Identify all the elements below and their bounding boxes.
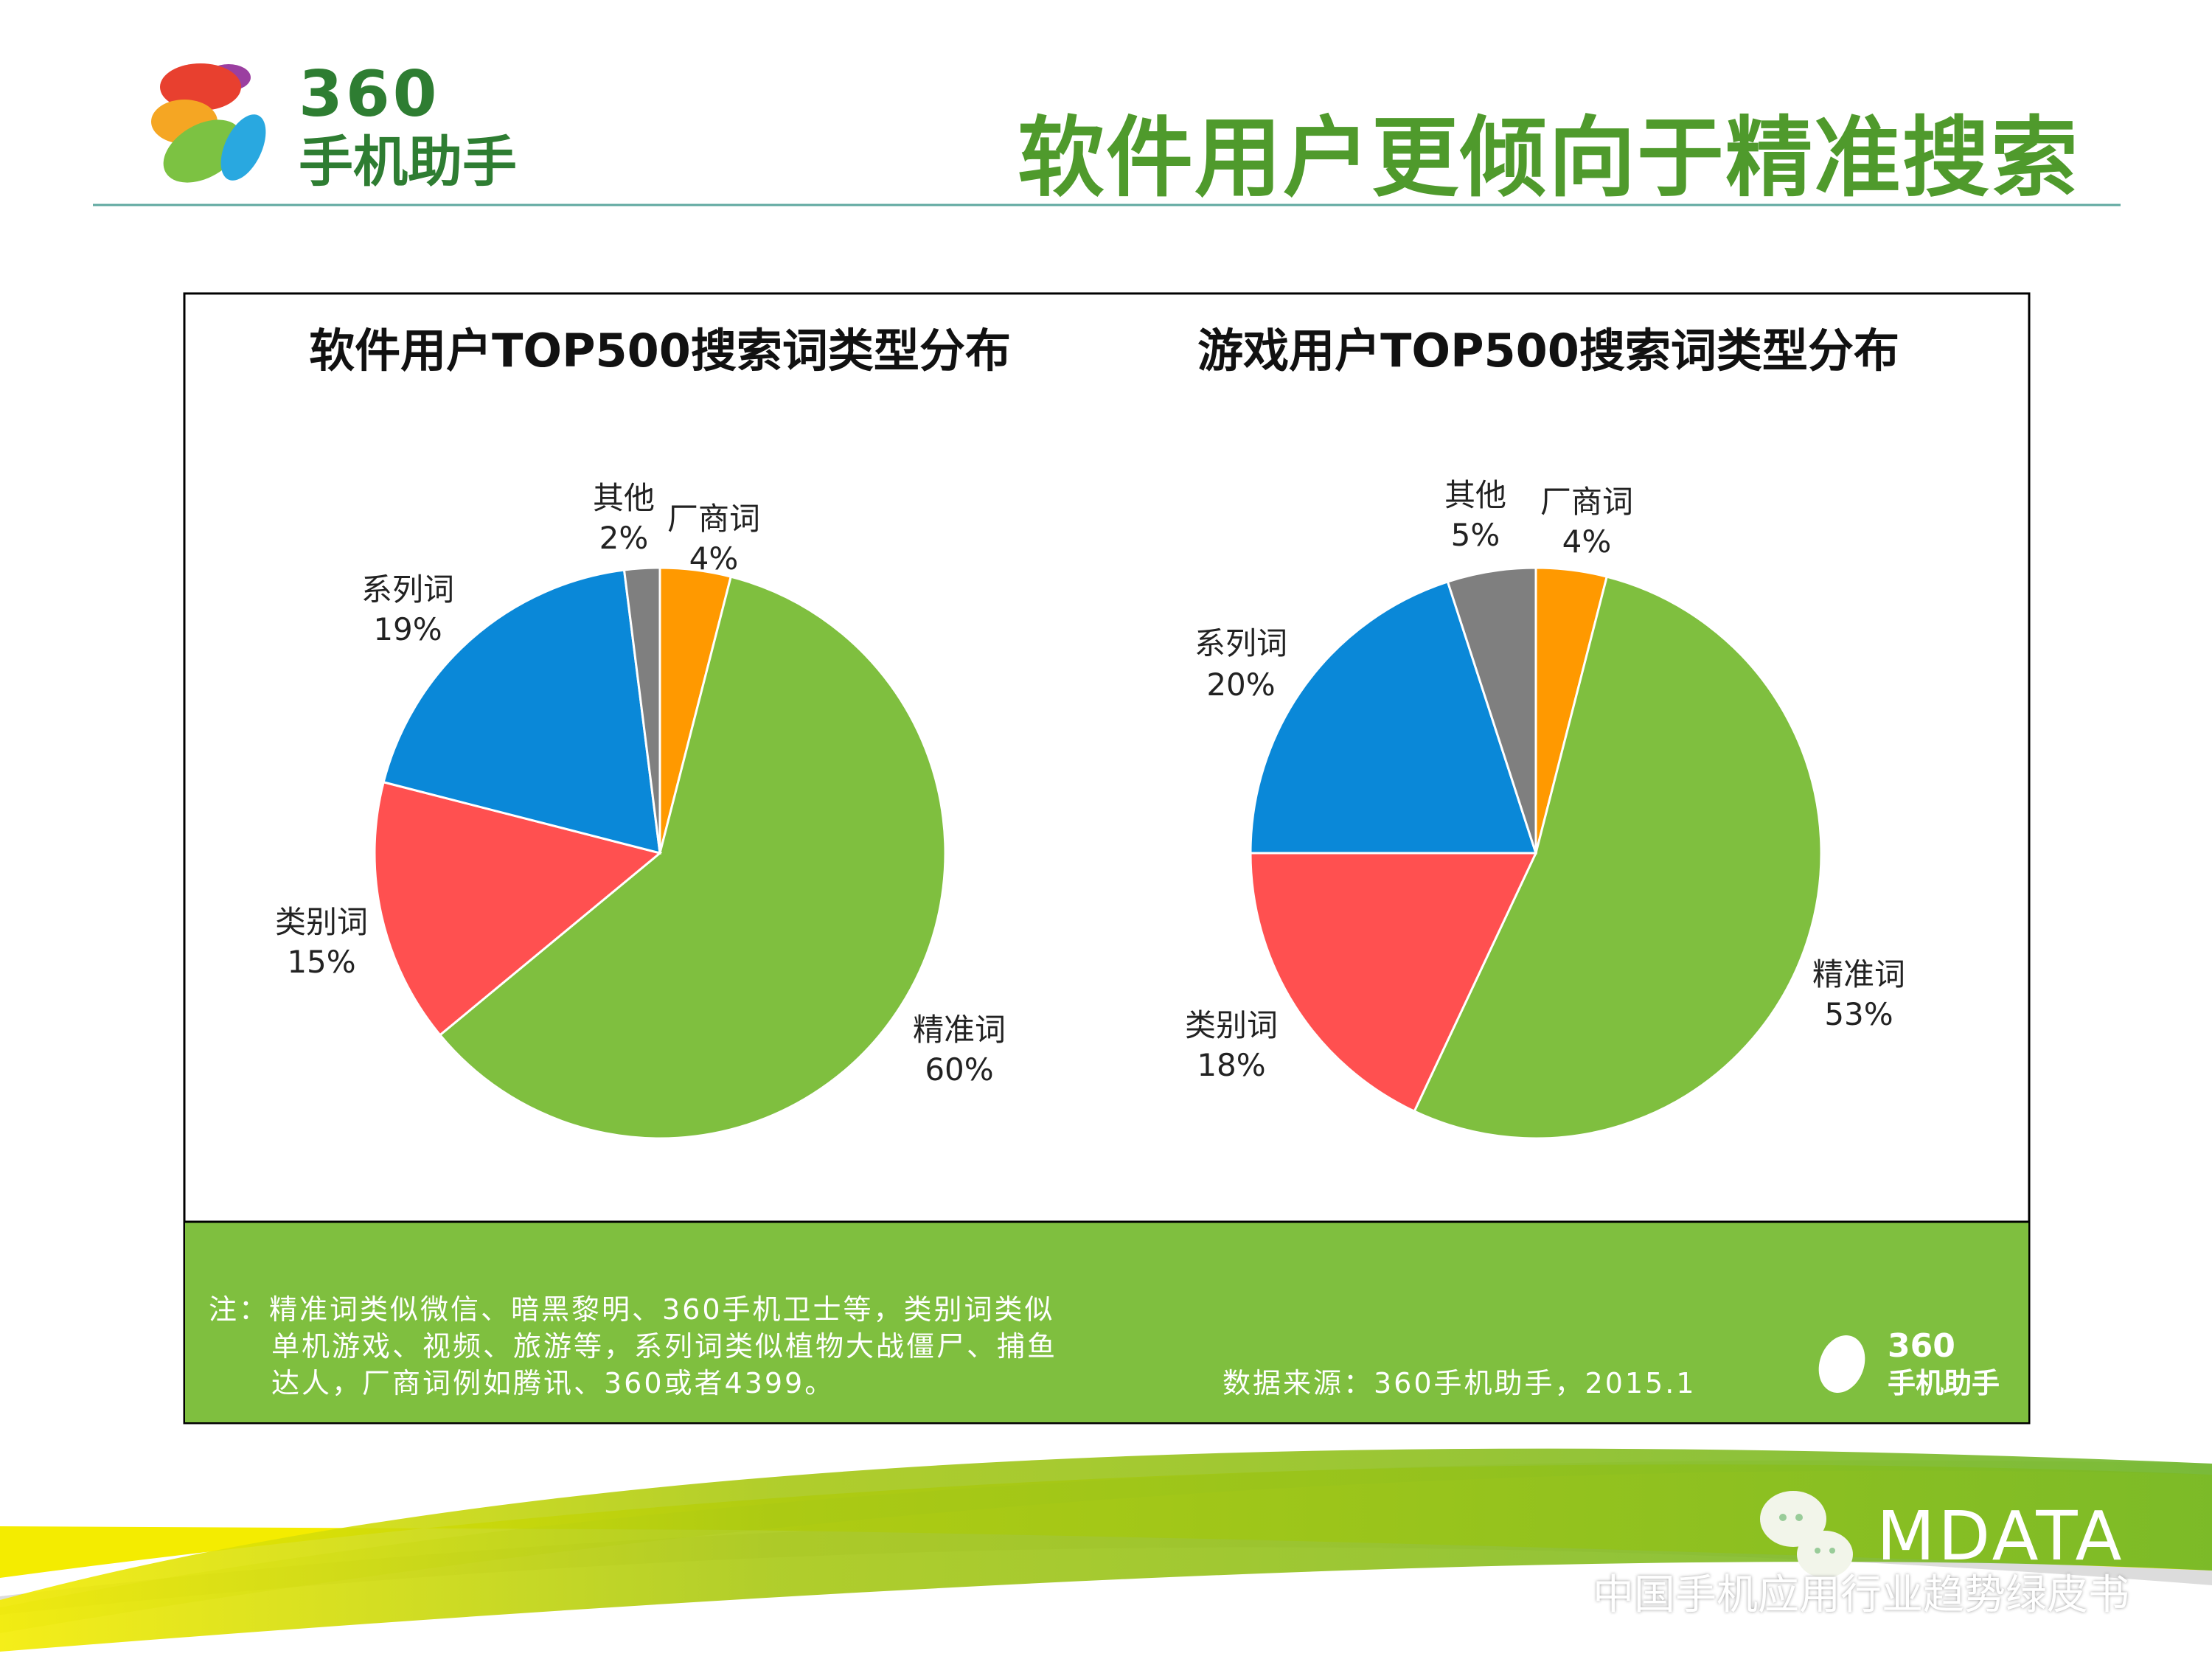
pie-slice-类别词 <box>373 780 663 1037</box>
label-other: 其他 <box>592 480 655 516</box>
note-line: 单机游戏、视频、旅游等，系列词类似植物大战僵尸、捕鱼 <box>271 1330 1058 1363</box>
label-vendor: 厂商词 <box>1540 484 1634 520</box>
chart-title-software: 软件用户TOP500搜索词类型分布 <box>309 324 1011 378</box>
page-title: 软件用户更倾向于精准搜索 <box>1017 107 2079 209</box>
logo-360-icon <box>151 63 266 183</box>
value-vendor: 4% <box>1562 524 1612 560</box>
value-precise: 60% <box>925 1051 994 1088</box>
mdata-brand: MDATA <box>1877 1497 2125 1576</box>
pie-slice-类别词 <box>1249 852 1538 1113</box>
note-line: 注：精准词类似微信、暗黑黎明、360手机卫士等，类别词类似 <box>209 1293 1055 1326</box>
pie-slice-系列词 <box>382 568 661 855</box>
pie-slice-系列词 <box>1249 580 1538 855</box>
footer-logo-icon <box>1818 1335 1865 1393</box>
bottom-wave <box>0 1448 2212 1652</box>
pie-slice-精准词 <box>438 575 947 1140</box>
label-series: 系列词 <box>361 571 455 608</box>
value-series: 19% <box>373 611 442 647</box>
note-band <box>185 1222 2028 1422</box>
label-precise: 精准词 <box>1812 956 1906 992</box>
mdata-logo-icon <box>1760 1491 1853 1578</box>
mdata-subtitle: 中国手机应用行业趋势绿皮书 <box>1593 1571 2129 1619</box>
value-vendor: 4% <box>689 540 739 577</box>
value-other: 2% <box>599 520 649 556</box>
footer-logo-text: 手机助手 <box>1888 1367 2000 1399</box>
chart-title-game: 游戏用户TOP500搜索词类型分布 <box>1197 324 1899 378</box>
logo-text: 手机助手 <box>299 131 517 194</box>
label-category: 类别词 <box>1184 1007 1279 1043</box>
pie-slice-其他 <box>622 566 661 854</box>
note-line: 达人，厂商词例如腾讯、360或者4399。 <box>271 1367 835 1399</box>
value-category: 18% <box>1197 1047 1266 1083</box>
label-series: 系列词 <box>1194 625 1288 661</box>
logo-number: 360 <box>299 58 440 131</box>
footer-logo-number: 360 <box>1888 1327 1955 1365</box>
data-source: 数据来源：360手机助手，2015.1 <box>1222 1367 1697 1399</box>
pie-slice-精准词 <box>1413 575 1823 1140</box>
value-precise: 53% <box>1824 996 1893 1032</box>
pie-slice-其他 <box>1446 566 1537 854</box>
value-series: 20% <box>1206 667 1276 703</box>
label-other: 其他 <box>1444 477 1507 513</box>
label-precise: 精准词 <box>912 1012 1006 1048</box>
value-category: 15% <box>287 944 356 980</box>
value-other: 5% <box>1450 517 1500 553</box>
label-vendor: 厂商词 <box>667 501 761 537</box>
label-category: 类别词 <box>274 904 369 940</box>
